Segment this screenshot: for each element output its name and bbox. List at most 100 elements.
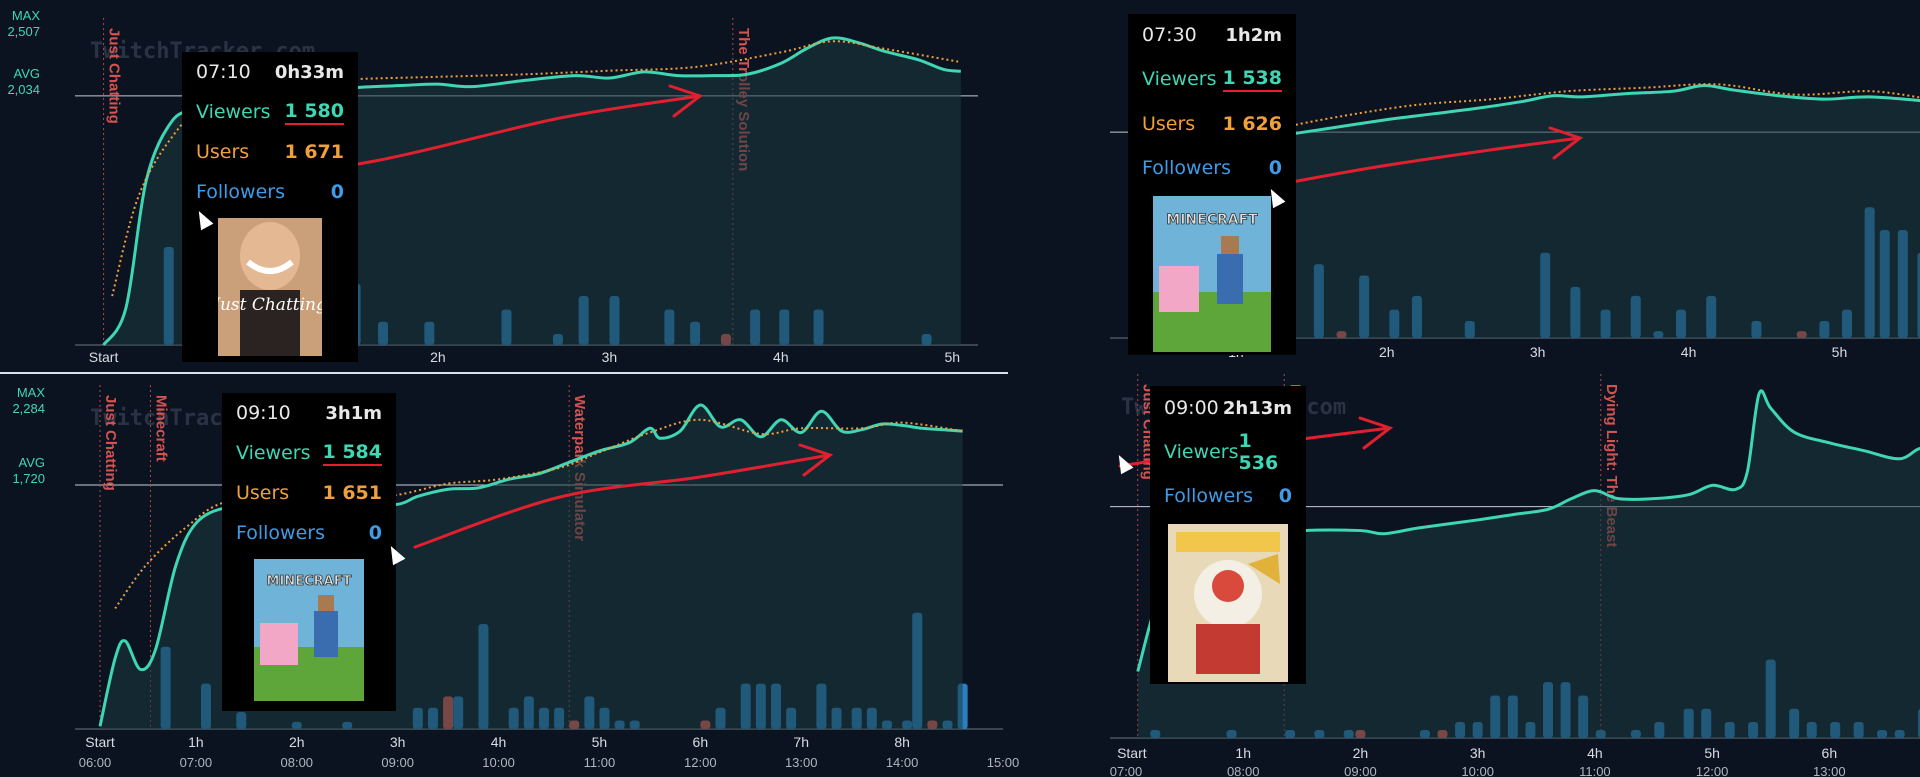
x-tick-label: 5h [944, 349, 960, 365]
viewers-label: Viewers [236, 442, 311, 464]
x-tick-label: 4h [1681, 344, 1697, 360]
viewers-label: Viewers [196, 101, 271, 123]
tooltip-duration: 1h2m [1225, 24, 1282, 46]
x-tick-label: 5h [1704, 745, 1720, 761]
x-time-label: 06:00 [79, 755, 112, 770]
x-tick-label: 1h [1235, 745, 1251, 761]
annotation-arrowhead [668, 84, 704, 118]
x-tick-label: 3h [1530, 344, 1546, 360]
max-value: 2,284 [12, 401, 45, 416]
followers-value: 0 [368, 522, 382, 544]
boxart-caption: MINECRAFT [1166, 212, 1258, 228]
x-time-label: 08:00 [281, 755, 314, 770]
x-tick-label: 3h [602, 349, 618, 365]
annotation-arrowhead [798, 443, 834, 477]
followers-label: Followers [236, 522, 325, 544]
max-label: MAX [17, 385, 46, 400]
category-boxart-minecraft: MINECRAFT [254, 559, 364, 701]
viewers-area [1281, 85, 1920, 338]
category-boxart-just-chatting: Just Chatting [218, 218, 322, 356]
tooltip: 09:00 2h13m Viewers 1 536 Followers 0 [1150, 386, 1306, 684]
boxart-caption: Just Chatting [218, 295, 322, 315]
users-label: Users [1142, 113, 1196, 135]
viewers-line [1280, 84, 1920, 138]
followers-value: 0 [1278, 485, 1292, 507]
chart-panel-bottom-left: TwitchTracker.com MAX 2,284 AVG 1,720 Just Ch… [0, 377, 1020, 777]
x-time-label: 07:00 [180, 755, 213, 770]
x-time-label: 08:00 [1227, 764, 1260, 777]
x-tick-label: 2h [1353, 745, 1369, 761]
users-value: 1 651 [322, 482, 383, 504]
viewers-line [1136, 389, 1920, 672]
viewers-label: Viewers [1164, 441, 1239, 463]
boxart-caption: MINECRAFT [267, 574, 352, 589]
annotation-arrowhead [1358, 416, 1394, 450]
tooltip: 09:10 3h1m Viewers 1 584 Users 1 651 Follow… [222, 393, 396, 711]
avg-label: AVG [19, 455, 46, 470]
followers-label: Followers [1142, 157, 1231, 179]
x-tick-label: Start [85, 734, 115, 750]
annotation-arrow [413, 453, 832, 549]
users-label: Users [196, 141, 250, 163]
x-tick-label: 2h [430, 349, 446, 365]
game-marker-label: Minecraft [152, 395, 169, 462]
tooltip-duration: 0h33m [274, 61, 344, 83]
panel-divider [0, 372, 1008, 374]
x-tick-label: 4h [773, 349, 789, 365]
x-time-label: 15:00 [987, 755, 1020, 770]
users-value: 1 671 [284, 141, 345, 163]
tooltip: 07:10 0h33m Viewers 1 580 Users 1 671 Follo… [182, 52, 358, 362]
x-time-label: 11:00 [1579, 764, 1611, 777]
annotation-arrowhead [1548, 126, 1584, 160]
x-time-label: 14:00 [886, 755, 919, 770]
x-tick-label: 5h [1832, 344, 1848, 360]
x-time-label: 09:00 [1344, 764, 1377, 777]
users-label: Users [236, 482, 290, 504]
tooltip-time: 09:10 [236, 402, 291, 424]
x-time-label: 13:00 [785, 755, 818, 770]
x-tick-label: 6h [1822, 745, 1838, 761]
category-boxart-minecraft: MINECRAFT [1153, 196, 1271, 352]
annotation-arrow [1258, 136, 1582, 190]
tooltip-time: 07:30 [1142, 24, 1197, 46]
x-tick-label: 5h [592, 734, 608, 750]
x-time-label: 10:00 [1461, 764, 1494, 777]
x-tick-label: 4h [1587, 745, 1603, 761]
x-tick-label: Start [1117, 745, 1147, 761]
x-tick-label: 3h [1470, 745, 1486, 761]
viewers-line [98, 403, 963, 727]
category-boxart-game [1168, 524, 1288, 682]
tooltip: 07:30 1h2m Viewers 1 538 Users 1 626 Follow… [1128, 14, 1296, 355]
x-tick-label: 2h [1379, 344, 1395, 360]
x-tick-label: 2h [289, 734, 305, 750]
x-time-label: 12:00 [684, 755, 717, 770]
x-time-label: 09:00 [381, 755, 414, 770]
avg-value: 1,720 [12, 471, 45, 486]
followers-value: 0 [1268, 157, 1282, 179]
x-time-label: 12:00 [1696, 764, 1729, 777]
x-tick-label: 6h [693, 734, 709, 750]
game-marker-label: Just Chatting [106, 28, 123, 124]
viewers-value: 1 580 [284, 100, 344, 125]
followers-label: Followers [196, 181, 285, 203]
viewers-value: 1 536 [1238, 430, 1279, 474]
x-time-label: 11:00 [584, 755, 616, 770]
followers-value: 0 [330, 181, 344, 203]
x-tick-label: 3h [390, 734, 406, 750]
game-marker-label: Just Chatting [102, 395, 119, 491]
x-time-label: 10:00 [482, 755, 515, 770]
max-label: MAX [12, 8, 41, 23]
viewers-label: Viewers [1142, 68, 1217, 90]
tooltip-time: 09:00 [1164, 397, 1219, 419]
tooltip-duration: 2h13m [1222, 397, 1292, 419]
viewers-value: 1 584 [322, 441, 382, 466]
viewers-value: 1 538 [1222, 67, 1282, 92]
followers-label: Followers [1164, 485, 1253, 507]
x-tick-label: 7h [793, 734, 809, 750]
x-tick-label: Start [89, 349, 119, 365]
